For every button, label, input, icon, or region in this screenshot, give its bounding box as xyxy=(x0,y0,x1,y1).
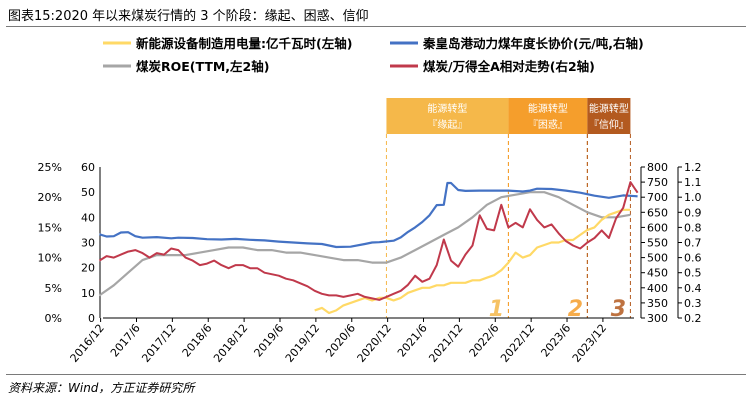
y-tick-label-right2: 1.0 xyxy=(684,191,702,204)
y-tick-label-right1: 500 xyxy=(647,252,668,265)
x-tick-label: 2019/12 xyxy=(283,322,322,365)
x-tick-label: 2021/6 xyxy=(395,322,430,360)
y-tick-label-right1: 750 xyxy=(647,176,668,189)
y-tick-label-left2: 50 xyxy=(81,186,95,199)
y-tick-label-right2: 0.8 xyxy=(684,221,702,234)
y-tick-label-left-pct: 20% xyxy=(38,191,62,204)
x-tick-label: 2019/6 xyxy=(251,322,286,360)
y-tick-label-right2: 1.1 xyxy=(684,176,702,189)
series-lines xyxy=(98,181,639,315)
series-line-3 xyxy=(98,181,639,301)
x-tick-label: 2018/6 xyxy=(180,322,215,360)
x-tick-label: 2023/6 xyxy=(538,322,573,360)
x-tick-label: 2016/12 xyxy=(68,322,107,365)
source-note: 资料来源：Wind，方正证券研究所 xyxy=(8,381,195,395)
x-tick-label: 2020/12 xyxy=(355,322,394,365)
legend-label: 新能源设备制造用电量:亿千瓦时(左轴) xyxy=(136,36,352,51)
y-tick-label-right2: 0.4 xyxy=(684,282,702,295)
series-line-0 xyxy=(314,208,631,315)
y-tick-label-left2: 0 xyxy=(88,312,95,325)
phase-header xyxy=(587,98,631,134)
legend-label: 煤炭ROE(TTM,左2轴) xyxy=(136,59,269,74)
y-tick-label-right1: 300 xyxy=(647,312,668,325)
y-tick-label-right1: 400 xyxy=(647,282,668,295)
y-tick-label-right1: 700 xyxy=(647,191,668,204)
phase-label: 能源转型 xyxy=(589,102,629,115)
series-line-2 xyxy=(98,191,631,297)
y-tick-label-left-pct: 0% xyxy=(45,312,62,325)
y-tick-label-left2: 20 xyxy=(81,262,95,275)
phase-sub-label: 『缘起』 xyxy=(427,118,467,131)
series-line-1 xyxy=(99,181,638,249)
y-tick-label-right1: 350 xyxy=(647,297,668,310)
y-tick-label-right1: 650 xyxy=(647,206,668,219)
y-tick-label-right2: 1.2 xyxy=(684,161,702,174)
phase-number: 3 xyxy=(611,297,626,322)
y-tick-label-right2: 0.6 xyxy=(684,252,702,265)
x-tick-label: 2017/6 xyxy=(108,322,143,360)
y-tick-label-right1: 450 xyxy=(647,267,668,280)
x-tick-label: 2023/12 xyxy=(570,322,609,365)
phase-number: 2 xyxy=(568,297,583,322)
y-tick-label-right2: 0.5 xyxy=(684,267,702,280)
y-tick-label-left2: 30 xyxy=(81,237,95,250)
phase-label: 能源转型 xyxy=(427,102,467,115)
phase-bands: 能源转型『缘起』 1 能源转型『困惑』 2 能源转型『信仰』 3 xyxy=(385,98,631,322)
y-tick-label-left2: 10 xyxy=(81,287,95,300)
source-divider xyxy=(6,374,746,375)
x-tick-label: 2022/12 xyxy=(498,322,537,365)
y-tick-label-right2: 0.7 xyxy=(684,237,702,250)
phase-label: 能源转型 xyxy=(528,102,568,115)
phase-header xyxy=(386,98,509,134)
x-tick-label: 2020/6 xyxy=(323,322,358,360)
y-tick-label-left-pct: 25% xyxy=(38,161,62,174)
y-tick-label-left-pct: 15% xyxy=(38,221,62,234)
y-tick-label-right1: 600 xyxy=(647,221,668,234)
y-tick-label-left-pct: 10% xyxy=(38,252,62,265)
y-tick-label-right2: 0.3 xyxy=(684,297,702,310)
title-divider xyxy=(6,26,746,27)
chart-title: 图表15:2020 年以来煤炭行情的 3 个阶段：缘起、困惑、信仰 xyxy=(8,9,369,24)
y-tick-label-left2: 40 xyxy=(81,211,95,224)
x-tick-label: 2018/12 xyxy=(211,322,250,365)
x-tick-label: 2022/6 xyxy=(467,322,502,360)
y-tick-label-left2: 60 xyxy=(81,161,95,174)
legend-label: 煤炭/万得全A相对走势(右2轴) xyxy=(423,59,595,74)
y-tick-label-right2: 0.2 xyxy=(684,312,702,325)
y-tick-label-right1: 800 xyxy=(647,161,668,174)
y-tick-label-right1: 550 xyxy=(647,237,668,250)
x-tick-label: 2017/12 xyxy=(139,322,178,365)
chart-area: 新能源设备制造用电量:亿千瓦时(左轴) 秦皇岛港动力煤年度长协价(元/吨,右轴) 煤… xyxy=(38,36,702,365)
legend: 新能源设备制造用电量:亿千瓦时(左轴) 秦皇岛港动力煤年度长协价(元/吨,右轴) 煤… xyxy=(103,36,644,74)
x-tick-label: 2021/12 xyxy=(426,322,465,365)
y-tick-label-right2: 0.9 xyxy=(684,206,702,219)
phase-sub-label: 『困惑』 xyxy=(528,118,568,131)
phase-sub-label: 『信仰』 xyxy=(589,119,629,131)
y-tick-label-left-pct: 5% xyxy=(45,282,62,295)
legend-label: 秦皇岛港动力煤年度长协价(元/吨,右轴) xyxy=(422,36,644,51)
phase-header xyxy=(508,98,588,134)
phase-number: 1 xyxy=(489,297,504,322)
